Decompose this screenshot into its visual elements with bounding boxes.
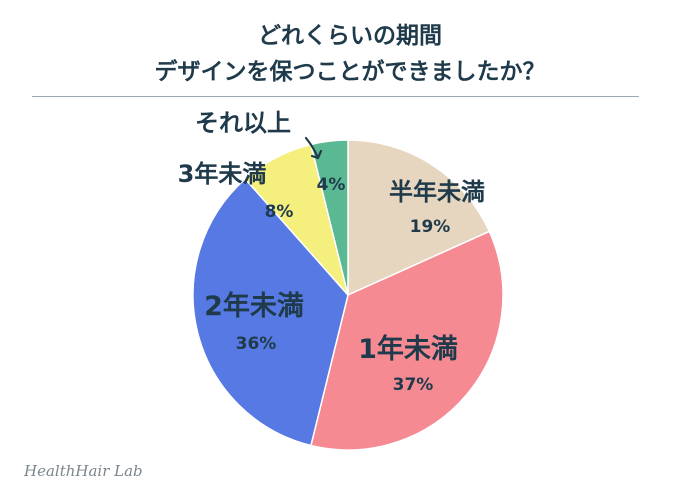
slice-label-1: 半年未満 xyxy=(389,178,485,206)
slice-label-3: 2年未満 xyxy=(204,290,304,322)
chart-title-line-2: デザインを保つことができましたか？ xyxy=(154,59,546,85)
slice-value-label-5: 4% xyxy=(317,175,346,195)
slice-label-2: 1年未満 xyxy=(358,333,458,365)
pie-slice-2 xyxy=(310,230,504,451)
pie-slice-3 xyxy=(192,177,349,447)
chart-title: どれくらいの期間 デザインを保つことができましたか？ xyxy=(0,18,700,90)
slice-label-4: 3年未満 xyxy=(178,160,267,188)
slice-value-label-1: 19% xyxy=(410,217,451,237)
title-divider xyxy=(32,96,639,97)
slice-value-label-3: 36% xyxy=(236,334,277,354)
slice-value-label-2: 37% xyxy=(393,375,434,395)
callout-arrow xyxy=(304,136,323,160)
slice-label-5: それ以上 xyxy=(195,109,291,137)
watermark-logo: HealthHair Lab xyxy=(24,462,143,480)
chart-title-line-1: どれくらいの期間 xyxy=(258,23,442,49)
pie-slice-1 xyxy=(347,139,491,297)
slice-value-label-4: 8% xyxy=(265,202,294,222)
